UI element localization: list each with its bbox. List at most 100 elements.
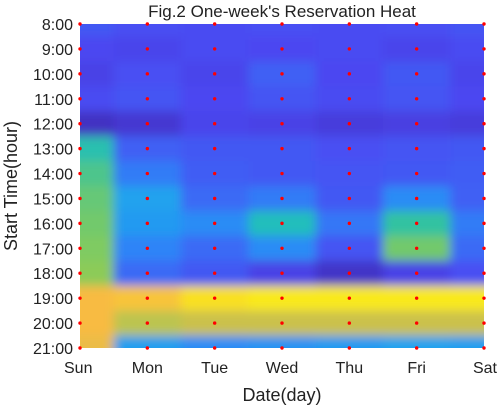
- y-tick-label: 10:00: [33, 67, 73, 84]
- data-point-marker: [280, 321, 284, 325]
- data-point-marker: [145, 97, 150, 101]
- data-point-marker: [280, 146, 284, 151]
- data-point-marker: [347, 296, 352, 300]
- heat-cell: [450, 335, 484, 348]
- data-point-marker: [78, 121, 82, 126]
- data-point-marker: [482, 121, 486, 126]
- heat-cell: [80, 24, 115, 38]
- data-point-marker: [414, 72, 419, 76]
- data-point-marker: [347, 146, 352, 151]
- data-point-marker: [347, 121, 352, 126]
- data-point-marker: [78, 221, 82, 226]
- x-tick-label: Tue: [201, 360, 228, 377]
- heat-cell: [80, 310, 115, 337]
- data-point-marker: [347, 22, 352, 26]
- heat-cell: [450, 260, 484, 287]
- data-point-marker: [482, 47, 486, 51]
- data-point-marker: [347, 346, 352, 350]
- data-point-marker: [414, 171, 419, 176]
- x-tick-label: Sat: [473, 360, 498, 377]
- y-tick-label: 13:00: [33, 142, 73, 159]
- data-point-marker: [414, 97, 419, 101]
- heat-cell: [383, 335, 452, 348]
- data-point-marker: [212, 146, 217, 151]
- heat-cell: [450, 24, 484, 38]
- data-point-marker: [280, 271, 284, 275]
- data-point-marker: [280, 196, 284, 201]
- y-tick-label: 20:00: [33, 316, 73, 333]
- heat-cell: [80, 260, 115, 287]
- data-point-marker: [414, 346, 419, 350]
- data-point-marker: [347, 47, 352, 51]
- data-point-marker: [145, 121, 150, 126]
- data-point-marker: [414, 221, 419, 226]
- data-point-marker: [78, 171, 82, 176]
- heat-cell: [113, 335, 182, 348]
- data-point-marker: [78, 246, 82, 251]
- data-point-marker: [347, 97, 352, 101]
- data-point-marker: [78, 22, 82, 26]
- data-point-marker: [414, 47, 419, 51]
- data-point-marker: [212, 47, 217, 51]
- data-point-marker: [145, 196, 150, 201]
- y-tick-label: 8:00: [42, 17, 73, 34]
- heat-cell: [80, 36, 115, 63]
- data-point-marker: [280, 121, 284, 126]
- y-axis-title: Start Time(hour): [1, 121, 21, 251]
- heat-cell: [383, 24, 452, 38]
- heat-cell: [80, 61, 115, 88]
- heat-cell: [450, 86, 484, 113]
- data-point-marker: [482, 296, 486, 300]
- data-point-marker: [212, 271, 217, 275]
- y-tick-label: 19:00: [33, 291, 73, 308]
- x-tick-label: Wed: [266, 360, 299, 377]
- data-point-marker: [145, 221, 150, 226]
- data-point-marker: [414, 296, 419, 300]
- data-point-marker: [482, 97, 486, 101]
- data-point-marker: [145, 271, 150, 275]
- y-tick-label: 21:00: [33, 341, 73, 358]
- heat-cell: [450, 111, 484, 138]
- y-tick-label: 15:00: [33, 191, 73, 208]
- data-point-marker: [347, 221, 352, 226]
- heat-cell: [80, 161, 115, 187]
- data-point-marker: [280, 246, 284, 251]
- data-point-marker: [78, 72, 82, 76]
- heat-cell: [80, 186, 115, 212]
- data-point-marker: [145, 246, 150, 251]
- heat-cell: [248, 335, 317, 348]
- data-point-marker: [212, 121, 217, 126]
- heat-cell: [113, 24, 182, 38]
- data-point-marker: [414, 246, 419, 251]
- data-point-marker: [414, 146, 419, 151]
- data-point-marker: [212, 171, 217, 176]
- heat-cell: [80, 285, 115, 312]
- x-axis-ticks: Sun Mon Tue Wed Thu Fri Sat: [64, 360, 498, 377]
- data-point-marker: [145, 146, 150, 151]
- chart-title: Fig.2 One-week's Reservation Heat: [148, 2, 416, 21]
- heat-cell: [450, 186, 484, 212]
- data-point-marker: [212, 296, 217, 300]
- data-point-markers: [78, 22, 486, 350]
- data-point-marker: [212, 196, 217, 201]
- heat-cell: [450, 36, 484, 63]
- y-tick-label: 14:00: [33, 167, 73, 184]
- heat-cell: [450, 61, 484, 88]
- heat-cell: [450, 310, 484, 337]
- heat-cell: [248, 24, 317, 38]
- heat-cell: [80, 335, 115, 348]
- data-point-marker: [212, 246, 217, 251]
- data-point-marker: [212, 97, 217, 101]
- data-point-marker: [145, 47, 150, 51]
- data-point-marker: [212, 221, 217, 226]
- y-tick-label: 17:00: [33, 241, 73, 258]
- data-point-marker: [482, 22, 486, 26]
- data-point-marker: [78, 346, 82, 350]
- data-point-marker: [212, 346, 217, 350]
- heat-cells: [80, 24, 484, 348]
- heat-cell: [450, 161, 484, 187]
- data-point-marker: [280, 296, 284, 300]
- data-point-marker: [280, 97, 284, 101]
- data-point-marker: [482, 72, 486, 76]
